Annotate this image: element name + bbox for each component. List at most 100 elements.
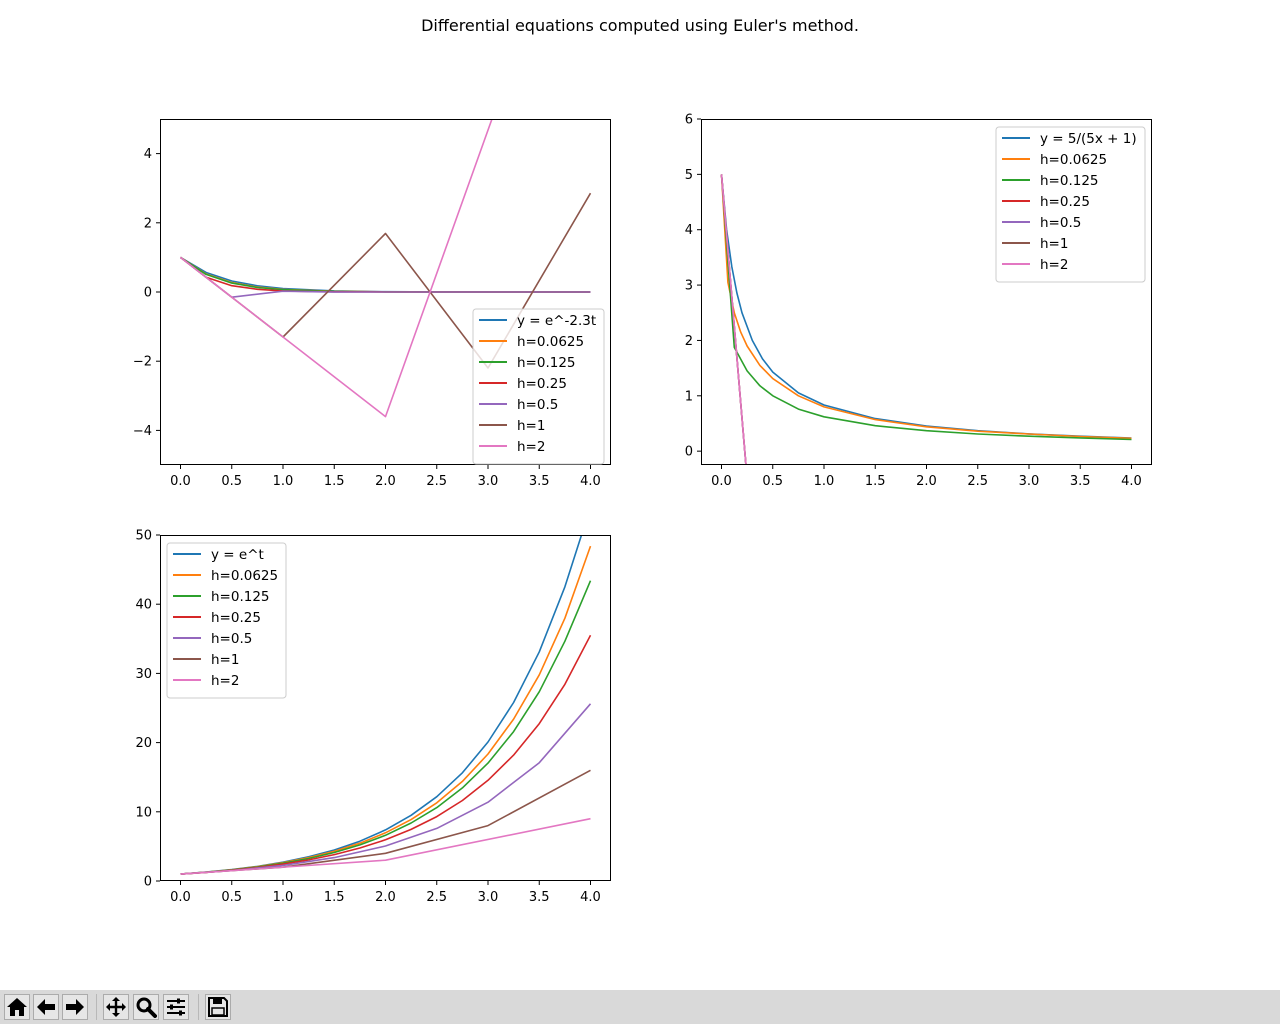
subplot-exp-growth: 0.0 0.5 1.0 1.5 2.0 2.5 3.0 3.5 4.0 0 10 20 30 40 50 y …: [135, 529, 611, 905]
y-tick-label: 50: [135, 529, 152, 544]
x-tick-label: 4.0: [580, 474, 601, 489]
legend-label: h=0.125: [1040, 173, 1099, 189]
legend-label: h=0.5: [1040, 215, 1081, 231]
pan-button[interactable]: [103, 994, 129, 1020]
x-tick-label: 3.5: [1070, 474, 1091, 489]
legend-label: h=0.25: [211, 610, 261, 626]
y-tick-label: 1: [685, 389, 693, 404]
configure-sliders-icon: [167, 998, 185, 1016]
zoom-button[interactable]: [133, 994, 159, 1020]
y-tick-label: 3: [685, 279, 693, 294]
x-tick-label: 3.5: [529, 474, 550, 489]
subplot-exp-decay: 0.0 0.5 1.0 1.5 2.0 2.5 3.0 3.5 4.0 −4 −2 0 2 4 y = e^…: [133, 119, 611, 489]
legend-label: h=0.125: [517, 355, 576, 371]
forward-arrow-icon: [66, 999, 84, 1015]
navigation-toolbar: [0, 990, 1280, 1024]
save-floppy-icon: [208, 997, 228, 1017]
y-tick-label: 0: [144, 286, 152, 301]
legend-label: h=0.0625: [211, 568, 278, 584]
x-tick-label: 2.0: [375, 890, 396, 905]
x-tick-label: 1.5: [324, 474, 345, 489]
legend-label: h=1: [517, 418, 545, 434]
legend-label: h=0.5: [517, 397, 558, 413]
legend-label: h=0.25: [517, 376, 567, 392]
series-line-h=0.5: [180, 256, 591, 299]
legend-label: h=0.0625: [1040, 152, 1107, 168]
x-tick-label: 2.0: [916, 474, 937, 489]
x-tick-label: 1.0: [273, 474, 294, 489]
y-tick-label: −2: [133, 355, 152, 370]
legend-label: h=0.125: [211, 589, 270, 605]
legend-label: h=2: [517, 439, 545, 455]
series-line-h=2: [180, 119, 493, 418]
x-tick-label: 2.5: [426, 474, 447, 489]
axes-frame: [160, 119, 611, 465]
subplot-rational-decay: 0.0 0.5 1.0 1.5 2.0 2.5 3.0 3.5 4.0 0 1 2 3 4 5 6 y = 5/…: [685, 113, 1152, 489]
legend-label: y = e^-2.3t: [517, 313, 596, 329]
figure-title: Differential equations computed using Eu…: [421, 16, 859, 35]
y-tick-label: 10: [135, 805, 152, 820]
y-tick-label: 2: [685, 334, 693, 349]
y-tick-label: 6: [685, 113, 693, 128]
legend-label: h=1: [211, 652, 239, 668]
back-arrow-icon: [37, 999, 55, 1015]
x-tick-label: 1.5: [865, 474, 886, 489]
legend-label: h=1: [1040, 236, 1068, 252]
y-tick-label: 30: [135, 667, 152, 682]
x-tick-label: 0.0: [170, 890, 191, 905]
x-tick-label: 3.5: [529, 890, 550, 905]
axes-frame: [701, 119, 1152, 465]
series-line-h=0.25: [180, 256, 591, 293]
legend: y = e^t h=0.0625 h=0.125 h=0.25 h=0.5 h=1 h=2: [166, 542, 287, 699]
x-tick-label: 4.0: [580, 890, 601, 905]
x-tick-label: 0.5: [221, 474, 242, 489]
zoom-magnifier-icon: [136, 997, 157, 1018]
series-line-h=0.5: [180, 703, 592, 875]
back-button[interactable]: [33, 994, 59, 1020]
x-tick-label: 0.0: [170, 474, 191, 489]
legend-label: h=0.5: [211, 631, 252, 647]
y-tick-label: 4: [144, 147, 152, 162]
y-tick-label: 4: [685, 223, 693, 238]
series-line-h=0.125: [720, 174, 1132, 441]
x-tick-label: 0.5: [762, 474, 783, 489]
legend-box: [995, 126, 1146, 283]
legend-label: h=2: [211, 673, 239, 689]
x-tick-label: 2.5: [967, 474, 988, 489]
x-tick-label: 3.0: [478, 474, 499, 489]
x-tick-label: 1.0: [814, 474, 835, 489]
y-tick-label: 0: [144, 875, 152, 890]
figure-canvas: 0.0 0.5 1.0 1.5 2.0 2.5 3.0 3.5 4.0 −4 −2 0 2 4 y = e^…: [133, 113, 1152, 905]
x-tick-label: 2.0: [375, 474, 396, 489]
series-line-h=2: [180, 817, 591, 875]
y-tick-label: 20: [135, 736, 152, 751]
x-tick-label: 0.5: [221, 890, 242, 905]
x-tick-label: 2.5: [426, 890, 447, 905]
configure-subplots-button[interactable]: [163, 994, 189, 1020]
x-tick-label: 3.0: [1019, 474, 1040, 489]
legend-label: y = e^t: [211, 547, 264, 563]
forward-button[interactable]: [62, 994, 88, 1020]
axes-frame: [160, 535, 611, 881]
home-button[interactable]: [4, 994, 30, 1020]
legend-label: h=0.25: [1040, 194, 1090, 210]
series-line-h=2: [720, 174, 747, 465]
legend: y = e^-2.3t h=0.0625 h=0.125 h=0.25 h=0.5 h=1…: [472, 308, 605, 465]
series-line-h=1: [180, 769, 591, 875]
series-line-h=0.0625: [720, 174, 1132, 440]
y-tick-label: 5: [685, 168, 693, 183]
x-tick-label: 1.5: [324, 890, 345, 905]
home-icon: [7, 998, 27, 1016]
save-button[interactable]: [205, 994, 231, 1020]
y-tick-label: 2: [144, 216, 152, 231]
pan-move-icon: [106, 997, 126, 1017]
legend-label: h=2: [1040, 257, 1068, 273]
legend-label: h=0.0625: [517, 334, 584, 350]
y-tick-label: 40: [135, 598, 152, 613]
legend-label: y = 5/(5x + 1): [1040, 131, 1137, 147]
y-tick-label: −4: [133, 424, 152, 439]
x-tick-label: 3.0: [478, 890, 499, 905]
legend: y = 5/(5x + 1) h=0.0625 h=0.125 h=0.25 h=0.5…: [995, 126, 1146, 283]
x-tick-label: 4.0: [1121, 474, 1142, 489]
x-tick-label: 1.0: [273, 890, 294, 905]
